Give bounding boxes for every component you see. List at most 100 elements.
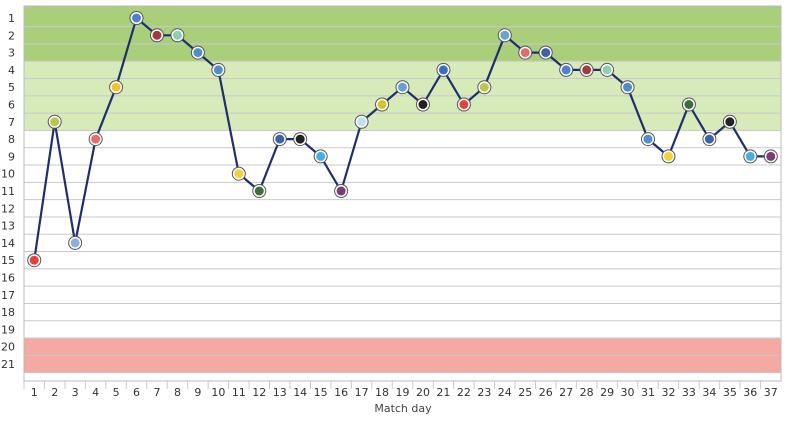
y-tick-label: 15 [1, 254, 15, 267]
data-point [415, 97, 430, 112]
y-tick-label: 14 [1, 237, 15, 250]
data-point-fill [50, 117, 60, 127]
data-point-fill [398, 82, 407, 92]
data-point-fill [336, 186, 346, 196]
data-point [681, 97, 696, 112]
x-tick-label: 4 [92, 386, 99, 399]
x-tick-label: 31 [641, 386, 655, 399]
x-tick-label: 18 [375, 386, 389, 399]
data-point-fill [479, 82, 489, 92]
series-markers [27, 11, 778, 268]
data-point [149, 28, 164, 43]
data-point [456, 97, 471, 112]
data-point-fill [377, 100, 387, 109]
data-point [375, 97, 390, 112]
data-point-fill [541, 48, 551, 58]
data-point [579, 62, 594, 77]
data-point [68, 235, 83, 250]
data-point-fill [704, 134, 714, 144]
x-tick-label: 10 [211, 386, 225, 399]
data-point-fill [684, 100, 694, 109]
data-point-fill [152, 30, 162, 40]
data-point [743, 149, 758, 164]
data-point-fill [275, 134, 285, 144]
x-tick-label: 9 [194, 386, 201, 399]
data-point-fill [602, 65, 612, 75]
data-point [559, 62, 574, 77]
data-point-fill [643, 134, 653, 144]
data-point-fill [172, 30, 182, 40]
x-tick-label: 35 [723, 386, 737, 399]
x-tick-label: 32 [661, 386, 675, 399]
y-tick-label: 7 [8, 116, 15, 129]
data-point-fill [663, 151, 673, 161]
y-tick-label: 1 [8, 12, 15, 25]
y-tick-label: 19 [1, 323, 15, 336]
x-tick-label: 30 [621, 386, 635, 399]
y-tick-label: 4 [8, 64, 15, 77]
data-point-fill [561, 65, 571, 75]
x-tick-label: 1 [31, 386, 38, 399]
y-tick-label: 8 [8, 133, 15, 146]
data-point [722, 114, 737, 129]
x-tick-label: 27 [559, 386, 573, 399]
x-tick-label: 23 [477, 386, 491, 399]
x-tick-label: 13 [273, 386, 287, 399]
x-tick-label: 37 [764, 386, 778, 399]
y-tick-label: 12 [1, 202, 15, 215]
x-tick-label: 34 [702, 386, 716, 399]
data-point [661, 149, 676, 164]
data-point [231, 166, 246, 181]
data-point-fill [623, 82, 633, 92]
y-tick-label: 16 [1, 272, 15, 285]
data-point [109, 80, 124, 95]
data-point-fill [582, 65, 592, 75]
data-point-fill [766, 151, 776, 161]
x-tick-label: 24 [498, 386, 512, 399]
data-point [129, 11, 144, 25]
y-tick-label: 21 [1, 358, 15, 371]
x-tick-label: 36 [743, 386, 757, 399]
x-tick-label: 16 [334, 386, 348, 399]
y-tick-label: 2 [8, 29, 15, 42]
x-tick-label: 28 [580, 386, 594, 399]
x-tick-label: 22 [457, 386, 471, 399]
data-point [763, 149, 778, 164]
x-tick-label: 19 [396, 386, 410, 399]
x-tick-label: 26 [539, 386, 553, 399]
x-tick-label: 17 [355, 386, 369, 399]
data-point-fill [500, 30, 510, 40]
plot-frame [23, 5, 782, 382]
data-point [272, 132, 287, 147]
data-point-fill [418, 100, 428, 109]
gridlines [23, 5, 782, 389]
x-tick-label: 2 [51, 386, 58, 399]
data-point-fill [91, 134, 101, 144]
x-tick-label: 12 [252, 386, 266, 399]
x-tick-label: 14 [293, 386, 307, 399]
data-point [497, 28, 512, 43]
y-tick-label: 5 [8, 81, 15, 94]
data-point [436, 62, 451, 77]
x-tick-label: 25 [518, 386, 532, 399]
data-point [252, 184, 267, 198]
y-tick-label: 20 [1, 341, 15, 354]
data-point-fill [29, 255, 39, 265]
y-tick-label: 3 [8, 47, 15, 60]
data-point [702, 132, 717, 147]
y-tick-label: 10 [1, 168, 15, 181]
data-point [211, 62, 226, 77]
x-tick-label: 33 [682, 386, 696, 399]
x-tick-label: 29 [600, 386, 614, 399]
data-point [538, 45, 553, 60]
data-point [354, 114, 369, 129]
x-tick-label: 3 [72, 386, 79, 399]
x-tick-label: 5 [113, 386, 120, 399]
data-point [313, 149, 328, 164]
data-point-fill [254, 186, 264, 196]
y-tick-label: 18 [1, 306, 15, 319]
x-tick-label: 7 [153, 386, 160, 399]
